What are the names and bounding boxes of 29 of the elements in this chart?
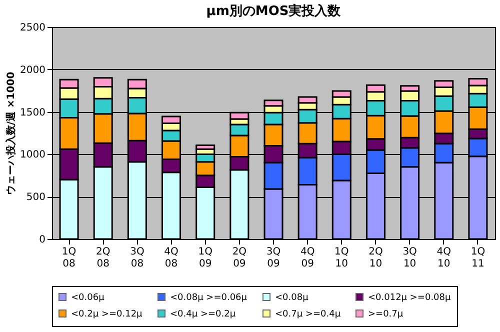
x-tick-label: 4Q 10 — [436, 246, 452, 270]
x-tick-label: 2Q 09 — [232, 246, 247, 270]
x-tick-label: 1Q 11 — [470, 246, 486, 270]
legend-label: <0.08μ >=0.06μ — [170, 292, 248, 303]
legend-label: <0.06μ — [71, 292, 105, 303]
x-tick-label: 3Q 08 — [130, 246, 144, 270]
x-tick-label: 1Q 09 — [198, 246, 213, 270]
legend-label: <0.08μ — [275, 292, 309, 303]
legend-label: >=0.7μ — [368, 310, 404, 320]
y-tick-label: 1500 — [20, 107, 46, 118]
legend-label: <0.4μ >=0.2μ — [170, 310, 236, 320]
x-tick-label: 1Q 10 — [334, 246, 349, 270]
x-tick-label: 2Q 08 — [96, 246, 110, 270]
legend-label: <0.2μ >=0.12μ — [71, 310, 143, 320]
x-tick-label: 3Q 09 — [266, 246, 281, 270]
x-tick-label: 4Q 08 — [164, 246, 179, 270]
legend-label: <0.012μ >=0.08μ — [368, 292, 452, 303]
y-tick-label: 0 — [39, 234, 46, 246]
x-tick-label: 2Q 10 — [368, 246, 383, 270]
y-tick-label: 1000 — [20, 150, 46, 161]
chart-title: μm別のMOS実投入数 — [206, 3, 342, 19]
y-tick-label: 2000 — [20, 64, 46, 76]
x-tick-label: 1Q 08 — [62, 246, 76, 270]
y-tick-label: 2500 — [20, 22, 46, 34]
x-tick-label: 3Q 10 — [402, 246, 418, 270]
legend-label: <0.7μ >=0.4μ — [275, 310, 341, 320]
x-tick-label: 4Q 09 — [300, 246, 315, 270]
y-axis-title: ウェーハ投入数/週 ×1000 — [5, 72, 18, 196]
y-tick-label: 500 — [26, 192, 46, 204]
